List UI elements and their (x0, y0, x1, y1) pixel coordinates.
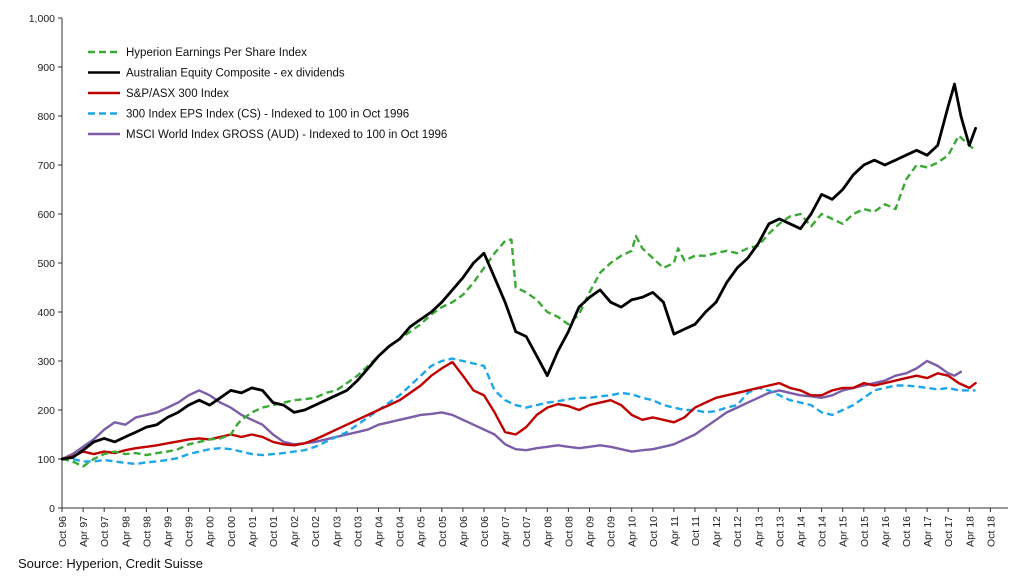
x-tick-label: Apr 11 (669, 516, 681, 546)
y-tick-label: 500 (37, 258, 55, 270)
series-line-4 (60, 359, 963, 461)
x-tick-label: Apr 98 (120, 516, 132, 547)
x-tick-label: Oct 97 (99, 516, 111, 547)
series-line-0 (61, 134, 977, 468)
x-tick-label: Oct 14 (817, 516, 829, 547)
x-tick-label: Oct 96 (57, 516, 69, 547)
x-tick-label: Oct 09 (606, 516, 618, 547)
y-tick-label: 900 (37, 62, 55, 74)
x-tick-label: Oct 99 (184, 516, 196, 547)
x-tick-label: Oct 01 (268, 516, 280, 547)
x-tick-label: Apr 18 (964, 516, 976, 547)
y-tick-label: 1,000 (29, 13, 55, 25)
x-tick-label: Oct 00 (226, 516, 238, 547)
legend-label-1: Australian Equity Composite - ex dividen… (126, 68, 345, 80)
series-line-3 (62, 357, 976, 466)
x-tick-label: Apr 04 (374, 516, 386, 547)
y-tick-label: 700 (37, 160, 55, 172)
x-tick-label: Oct 10 (648, 516, 660, 547)
x-tick-label: Oct 03 (352, 516, 364, 547)
y-tick-label: 400 (37, 307, 55, 319)
x-tick-label: Oct 15 (859, 516, 871, 547)
x-tick-label: Oct 18 (985, 516, 997, 547)
x-tick-label: Apr 17 (922, 516, 934, 547)
y-tick-label: 200 (37, 405, 55, 417)
x-tick-label: Apr 13 (753, 516, 765, 547)
series-line-1 (60, 82, 977, 461)
x-tick-label: Apr 97 (78, 516, 90, 547)
y-tick-label: 300 (37, 356, 55, 368)
legend-label-4: MSCI World Index GROSS (AUD) - Indexed t… (126, 129, 447, 141)
source-note: Source: Hyperion, Credit Suisse (18, 556, 203, 571)
x-tick-label: Apr 09 (585, 516, 597, 547)
legend-label-0: Hyperion Earnings Per Share Index (126, 47, 307, 59)
y-axis: 0 100 200 300 400 500 600 700 800 900 1,000 (29, 13, 63, 515)
legend-label-2: S&P/ASX 300 Index (126, 88, 229, 100)
x-tick-label: Oct 98 (141, 516, 153, 547)
x-tick-label: Oct 05 (437, 516, 449, 547)
legend: Hyperion Earnings Per Share Index Austral… (88, 47, 447, 141)
x-tick-label: Apr 01 (247, 516, 259, 547)
y-tick-label: 100 (37, 454, 55, 466)
series-line-2 (60, 360, 977, 461)
x-tick-label: Oct 16 (901, 516, 913, 547)
y-tick-label: 600 (37, 209, 55, 221)
y-tick-label: 0 (49, 503, 55, 515)
x-tick-label: Oct 07 (521, 516, 533, 547)
x-tick-label: Apr 05 (416, 516, 428, 547)
x-axis: Oct 96 Apr 97 Oct 97 Apr 98 Oct 98 Apr 99 Oct … (57, 507, 1008, 547)
x-tick-label: Apr 08 (542, 516, 554, 547)
legend-label-3: 300 Index EPS Index (CS) - Indexed to 10… (126, 109, 409, 121)
x-tick-label: Oct 02 (310, 516, 322, 547)
x-tick-label: Apr 99 (163, 516, 175, 547)
x-tick-label: Oct 13 (774, 516, 786, 547)
x-tick-label: Apr 16 (880, 516, 892, 547)
x-tick-label: Oct 12 (732, 516, 744, 547)
y-tick-label: 800 (37, 111, 55, 123)
x-tick-label: Apr 10 (627, 516, 639, 547)
x-tick-label: Oct 11 (690, 516, 702, 546)
x-tick-label: Oct 08 (563, 516, 575, 547)
x-tick-label: Apr 14 (796, 516, 808, 547)
x-tick-label: Apr 02 (289, 516, 301, 547)
series-layer (60, 82, 977, 468)
x-tick-label: Apr 15 (838, 516, 850, 547)
x-tick-label: Oct 06 (479, 516, 491, 547)
x-tick-label: Apr 06 (458, 516, 470, 547)
x-tick-label: Apr 12 (711, 516, 723, 547)
x-tick-label: Oct 04 (395, 516, 407, 547)
x-tick-label: Apr 07 (500, 516, 512, 547)
x-tick-label: Apr 00 (205, 516, 217, 547)
x-tick-label: Apr 03 (331, 516, 343, 547)
x-tick-label: Oct 17 (943, 516, 955, 547)
